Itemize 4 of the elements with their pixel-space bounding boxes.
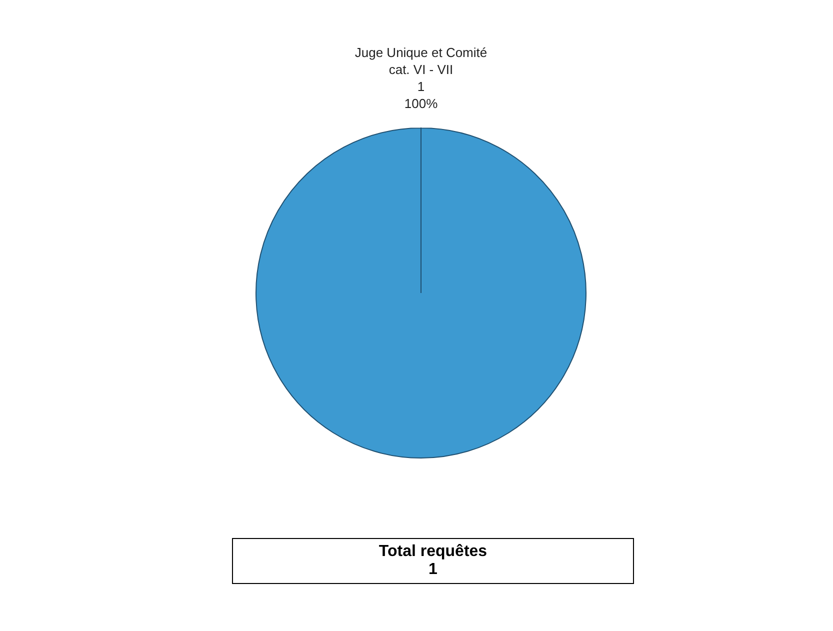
data-label: 1 [417,79,425,94]
text: Total requêtes 1 [378,543,488,579]
text: 100% [404,96,438,111]
slice-label: Juge Unique et Comité cat. VI - VII [354,45,488,77]
